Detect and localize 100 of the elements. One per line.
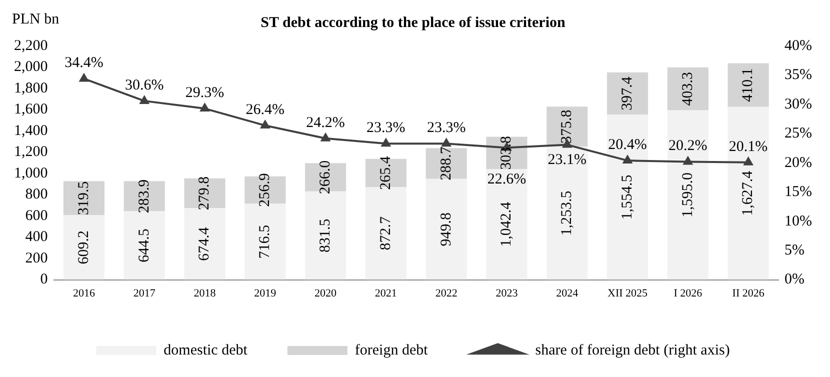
data-label: 266.0	[317, 160, 334, 194]
bar	[606, 72, 648, 115]
legend-label: share of foreign debt (right axis)	[535, 342, 730, 358]
data-label: 23.3%	[366, 120, 406, 136]
x-tick-label: II 2026	[732, 287, 765, 300]
y2-tick-label: 5%	[784, 242, 805, 259]
y-tick-label: 1,600	[14, 102, 48, 118]
data-label: 403.3	[680, 72, 696, 106]
y-tick-label: 800	[25, 186, 48, 203]
bar	[124, 181, 165, 212]
data-label: 23.1%	[548, 152, 586, 168]
data-label: 265.4	[378, 156, 394, 190]
data-label: 1,595.0	[680, 172, 696, 218]
y-tick-label: 0	[40, 272, 48, 288]
data-label: 319.5	[76, 181, 92, 215]
data-label: 872.7	[378, 216, 394, 250]
x-tick-label: 2019	[254, 287, 277, 300]
y-tick-label: 1,400	[14, 122, 48, 139]
x-tick-label: 2017	[133, 287, 156, 300]
data-label: 716.5	[257, 224, 274, 259]
x-tick-label: 2020	[314, 287, 338, 300]
y2-tick-label: 30%	[784, 96, 812, 112]
data-label: 23.3%	[426, 120, 466, 136]
y-tick-label: 200	[25, 250, 48, 266]
data-label: 20.2%	[668, 138, 708, 154]
y-tick-label: 2,200	[14, 38, 48, 54]
bar	[667, 110, 708, 280]
y-axis-title: PLN bn	[12, 11, 60, 28]
point	[200, 104, 210, 112]
bar	[546, 146, 588, 280]
bar	[486, 169, 528, 280]
point	[260, 120, 270, 128]
data-label: 674.4	[196, 226, 213, 261]
data-label: 303.8	[498, 136, 515, 170]
x-tick-label: 2018	[194, 287, 216, 300]
data-label: 397.4	[619, 76, 636, 110]
bar	[124, 211, 165, 280]
bar	[184, 208, 226, 280]
data-label: 288.7	[438, 146, 454, 180]
data-label: 24.2%	[306, 114, 345, 131]
x-tick-label: XII 2025	[608, 287, 648, 300]
data-label: 1,554.5	[619, 174, 636, 220]
y2-tick-label: 20%	[784, 154, 812, 171]
point	[79, 74, 88, 82]
data-label: 1,253.5	[559, 190, 576, 236]
x-tick-label: 2024	[556, 287, 579, 300]
chart-title: ST debt according to the place of issue criterion	[260, 14, 566, 31]
legend-label: domestic debt	[164, 342, 248, 358]
point	[744, 157, 753, 166]
bar	[728, 106, 769, 280]
point	[442, 138, 451, 147]
bar	[426, 148, 467, 179]
point	[321, 133, 330, 142]
data-label: 30.6%	[124, 77, 164, 94]
y2-tick-label: 25%	[784, 126, 812, 142]
y-tick-label: 2,000	[14, 59, 48, 76]
data-label: 283.9	[136, 179, 152, 214]
x-tick-label: 2023	[496, 287, 518, 300]
bar	[305, 163, 346, 192]
data-label: 256.9	[257, 173, 274, 207]
data-label: 1,627.4	[740, 170, 756, 216]
bar	[63, 181, 104, 216]
point	[140, 96, 149, 104]
data-label: 609.2	[76, 230, 92, 264]
x-tick-label: 2016	[72, 287, 96, 300]
point	[683, 156, 692, 165]
y-tick-label: 1,200	[14, 144, 48, 160]
point	[623, 156, 632, 164]
data-label: 34.4%	[64, 55, 104, 72]
bar	[728, 63, 769, 107]
bar	[63, 215, 104, 280]
x-tick-label: 2021	[374, 287, 397, 300]
bar	[606, 114, 648, 280]
bar	[184, 178, 226, 208]
y2-tick-label: 15%	[784, 184, 812, 200]
y-tick-label: 1,800	[14, 80, 48, 96]
y2-tick-label: 35%	[784, 67, 812, 84]
data-label: 22.6%	[487, 171, 526, 188]
y-tick-label: 1,000	[14, 165, 48, 182]
y2-tick-label: 0%	[784, 272, 805, 288]
data-label: 29.3%	[185, 84, 224, 101]
x-tick-label: 2022	[435, 287, 458, 300]
data-label: 20.1%	[728, 138, 768, 155]
x-tick-label: I 2026	[674, 287, 703, 300]
point	[381, 138, 390, 147]
data-label: 26.4%	[246, 102, 285, 118]
legend-label: foreign debt	[354, 342, 429, 358]
y-tick-label: 400	[25, 229, 48, 246]
y2-tick-label: 40%	[784, 38, 812, 54]
data-label: 410.1	[740, 68, 756, 102]
data-label: 949.8	[438, 212, 454, 246]
y2-tick-label: 10%	[784, 213, 812, 230]
data-label: 279.8	[196, 176, 213, 210]
y-tick-label: 600	[25, 208, 48, 224]
data-label: 1,042.4	[498, 201, 515, 247]
bar	[667, 67, 708, 110]
data-label: 20.4%	[608, 137, 647, 153]
bar	[426, 178, 467, 280]
data-label: 644.5	[136, 228, 152, 262]
data-label: 831.5	[317, 218, 334, 252]
